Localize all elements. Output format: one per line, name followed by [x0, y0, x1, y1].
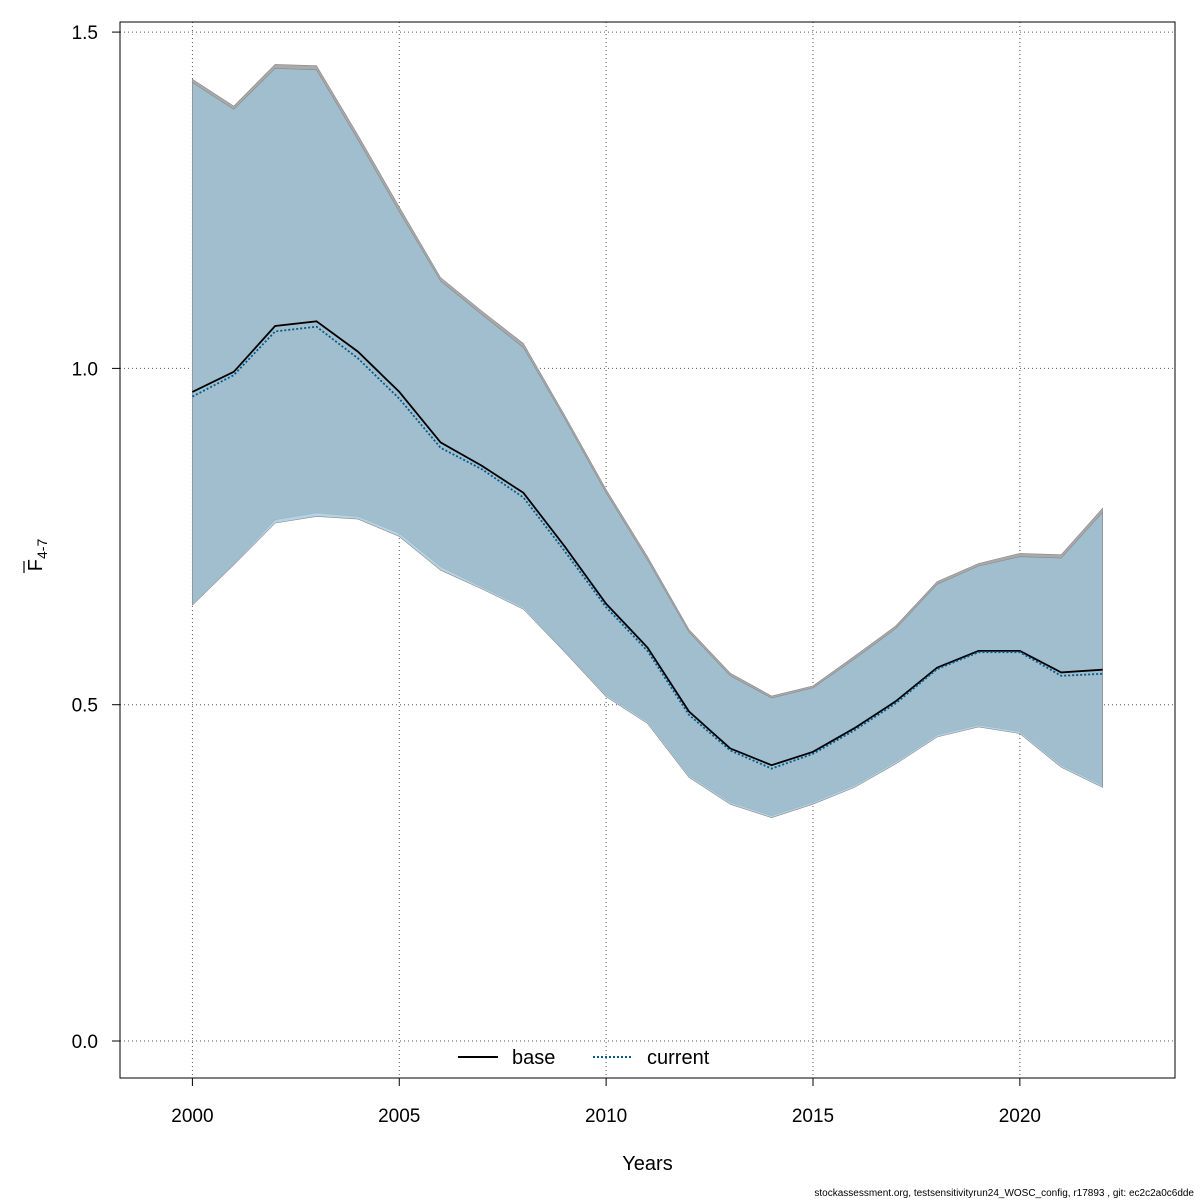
x-tick-label-2005: 2005: [378, 1106, 420, 1127]
y-axis-title: F4-7: [23, 539, 50, 573]
ci-band-current: [192, 68, 1103, 819]
y-tick-label-1.5: 1.5: [72, 23, 98, 44]
x-tick-label-2020: 2020: [999, 1106, 1041, 1127]
y-tick-label-0.5: 0.5: [72, 696, 98, 717]
x-tick-label-2010: 2010: [585, 1106, 627, 1127]
y-axis-title-main: F: [25, 559, 47, 571]
footnote: stockassessment.org, testsensitivityrun2…: [814, 1188, 1194, 1199]
legend-label-current: current: [647, 1047, 710, 1069]
legend: base current: [458, 1047, 710, 1069]
y-tick-label-1.0: 1.0: [72, 359, 98, 380]
series-line-base: [192, 320, 1103, 767]
legend-label-base: base: [512, 1047, 555, 1069]
confidence-bands: [192, 64, 1103, 819]
x-tick-label-2015: 2015: [792, 1106, 834, 1127]
series-lines: [191, 320, 1103, 770]
axes: 2000 2005 2010 2015 2020 0.0 0.5 1.0 1.5: [72, 23, 1041, 1127]
svg-text:F4-7: F4-7: [25, 539, 50, 572]
plot-frame: [119, 21, 1176, 1079]
x-tick-label-2000: 2000: [171, 1106, 213, 1127]
x-axis-title: Years: [622, 1153, 672, 1175]
y-axis-title-subscript: 4-7: [34, 539, 50, 559]
y-tick-label-0.0: 0.0: [72, 1032, 98, 1053]
series-line-current: [191, 325, 1103, 770]
